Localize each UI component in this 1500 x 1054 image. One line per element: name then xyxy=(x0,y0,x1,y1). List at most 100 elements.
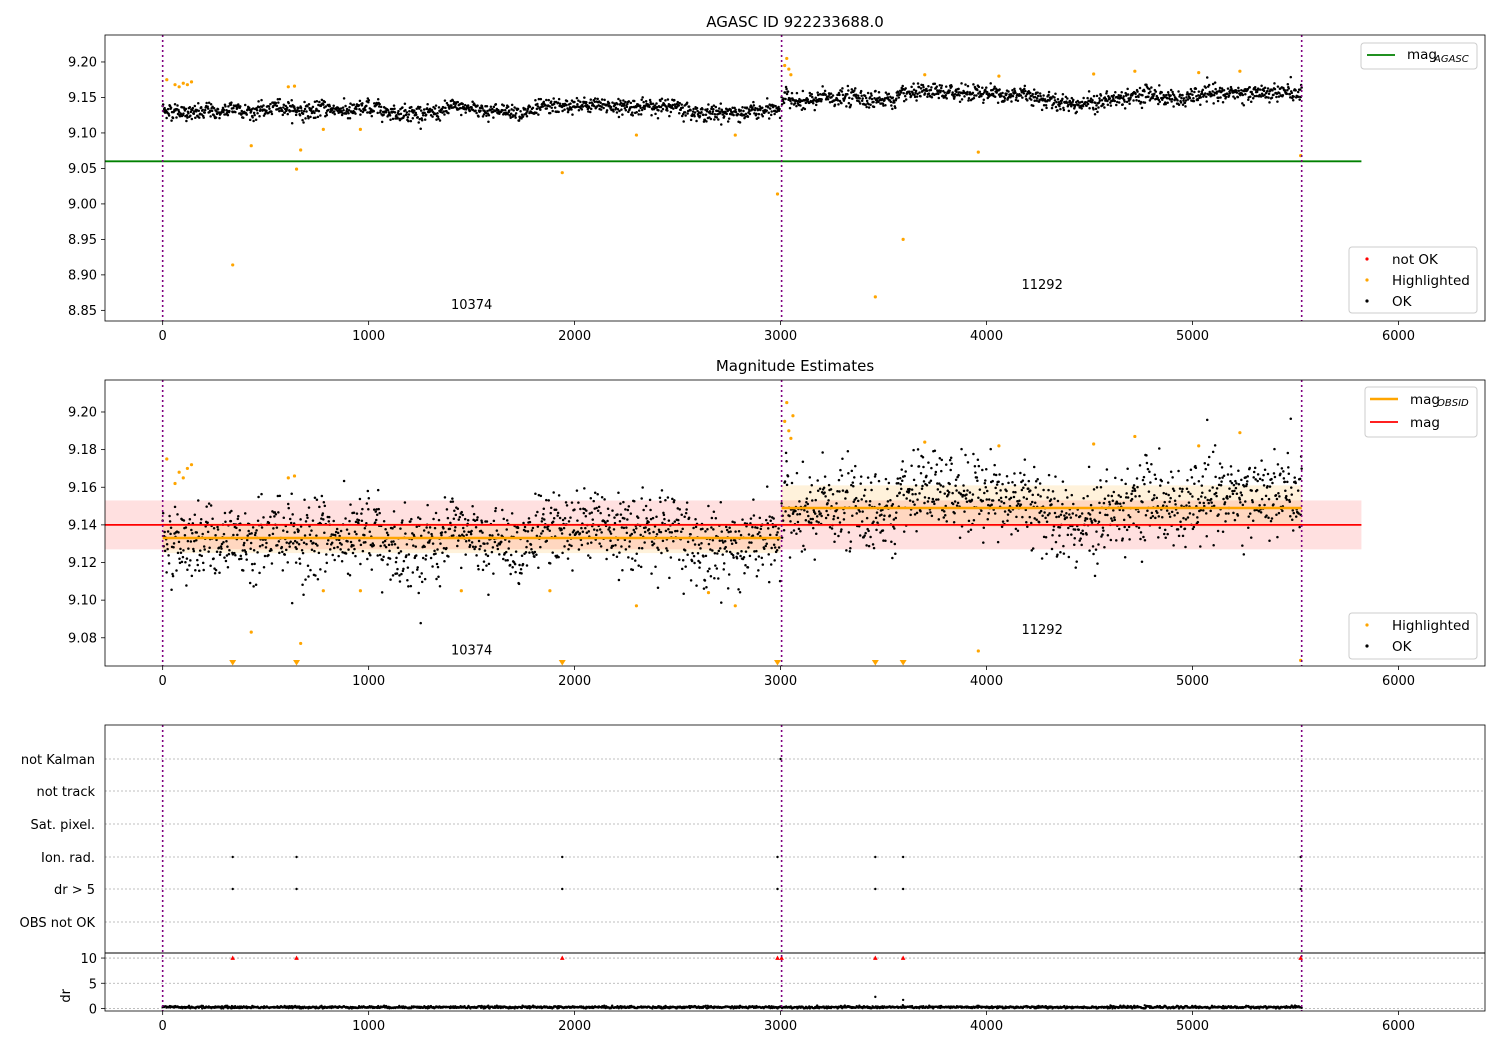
ok-point xyxy=(454,526,457,529)
mag-obsid-band xyxy=(782,485,1302,526)
ok-point xyxy=(1085,533,1088,536)
ok-point xyxy=(487,555,490,558)
ok-point xyxy=(666,549,669,552)
ok-point xyxy=(601,496,604,499)
ok-point xyxy=(1014,491,1017,494)
ok-point xyxy=(897,482,900,485)
ok-point xyxy=(761,557,764,560)
ok-point xyxy=(722,568,725,571)
ok-point xyxy=(304,108,307,111)
ok-point xyxy=(425,114,428,117)
ok-point xyxy=(1045,536,1048,539)
obsid-label: 10374 xyxy=(451,644,492,659)
ok-point xyxy=(1286,498,1289,501)
ok-point xyxy=(737,113,740,116)
ok-point xyxy=(1279,472,1282,475)
ok-point xyxy=(1055,516,1058,519)
ok-point xyxy=(599,102,602,105)
ok-point xyxy=(1263,90,1266,93)
ok-point xyxy=(775,534,778,537)
ok-point xyxy=(444,107,447,110)
ok-point xyxy=(872,521,875,524)
clipped-marker xyxy=(900,660,907,666)
ok-point xyxy=(281,110,284,113)
ok-point xyxy=(463,530,466,533)
ok-point xyxy=(1184,102,1187,105)
ok-point xyxy=(1052,490,1055,493)
ok-point xyxy=(187,540,190,543)
ok-point xyxy=(967,461,970,464)
ok-point xyxy=(1113,516,1116,519)
ok-point xyxy=(536,108,539,111)
ok-point xyxy=(664,99,667,102)
ok-point xyxy=(582,530,585,533)
ok-point xyxy=(412,117,415,120)
ok-point xyxy=(583,512,586,515)
ok-point xyxy=(355,533,358,536)
ok-point xyxy=(1220,480,1223,483)
ok-point xyxy=(682,120,685,123)
ok-point xyxy=(606,520,609,523)
ok-point xyxy=(256,551,259,554)
ok-point xyxy=(749,555,752,558)
ok-point xyxy=(1141,560,1144,563)
ok-point xyxy=(900,91,903,94)
ok-point xyxy=(1156,497,1159,500)
ok-point xyxy=(967,99,970,102)
ok-point xyxy=(361,508,364,511)
ok-point xyxy=(605,558,608,561)
legend-marker-ok xyxy=(1365,644,1368,647)
ok-point xyxy=(285,549,288,552)
ok-point xyxy=(1199,502,1202,505)
ok-point xyxy=(1199,104,1202,107)
ok-point xyxy=(244,551,247,554)
ok-point xyxy=(1212,102,1215,105)
ok-point xyxy=(177,531,180,534)
ok-point xyxy=(1149,90,1152,93)
ok-point xyxy=(1059,108,1062,111)
ok-point xyxy=(382,113,385,116)
ok-point xyxy=(1267,87,1270,90)
ok-point xyxy=(299,518,302,521)
ok-point xyxy=(686,501,689,504)
ok-point xyxy=(817,521,820,524)
ok-point xyxy=(275,102,278,105)
ok-point xyxy=(182,112,185,115)
ok-point xyxy=(596,493,599,496)
ok-point xyxy=(827,499,830,502)
highlighted-point xyxy=(322,589,325,592)
ok-point xyxy=(1190,468,1193,471)
ok-point xyxy=(1031,93,1034,96)
ok-point xyxy=(186,114,189,117)
ok-point xyxy=(1101,99,1104,102)
ok-point xyxy=(1265,514,1268,517)
ok-point xyxy=(1236,91,1239,94)
ok-point xyxy=(1103,502,1106,505)
ok-point xyxy=(1048,512,1051,515)
ok-point xyxy=(972,92,975,95)
ok-point xyxy=(1051,107,1054,110)
ok-point xyxy=(1158,515,1161,518)
ok-point xyxy=(426,504,429,507)
legend-subscript: OBSID xyxy=(1437,398,1469,409)
ok-point xyxy=(1138,526,1141,529)
ok-point xyxy=(486,520,489,523)
ok-point xyxy=(873,106,876,109)
ok-point xyxy=(1119,503,1122,506)
ok-point xyxy=(326,114,329,117)
ok-point xyxy=(396,572,399,575)
highlighted-point xyxy=(776,192,779,195)
ok-point xyxy=(665,547,668,550)
ok-point xyxy=(1086,97,1089,100)
ok-point xyxy=(1274,88,1277,91)
ok-point xyxy=(481,105,484,108)
ok-point xyxy=(262,104,265,107)
y-tick-label: 9.00 xyxy=(68,197,97,212)
ok-point xyxy=(1066,496,1069,499)
ok-point xyxy=(1031,501,1034,504)
ok-point xyxy=(1090,504,1093,507)
ok-point xyxy=(232,107,235,110)
legend-subscript: AGASC xyxy=(1433,54,1469,65)
ok-point xyxy=(1290,76,1293,79)
